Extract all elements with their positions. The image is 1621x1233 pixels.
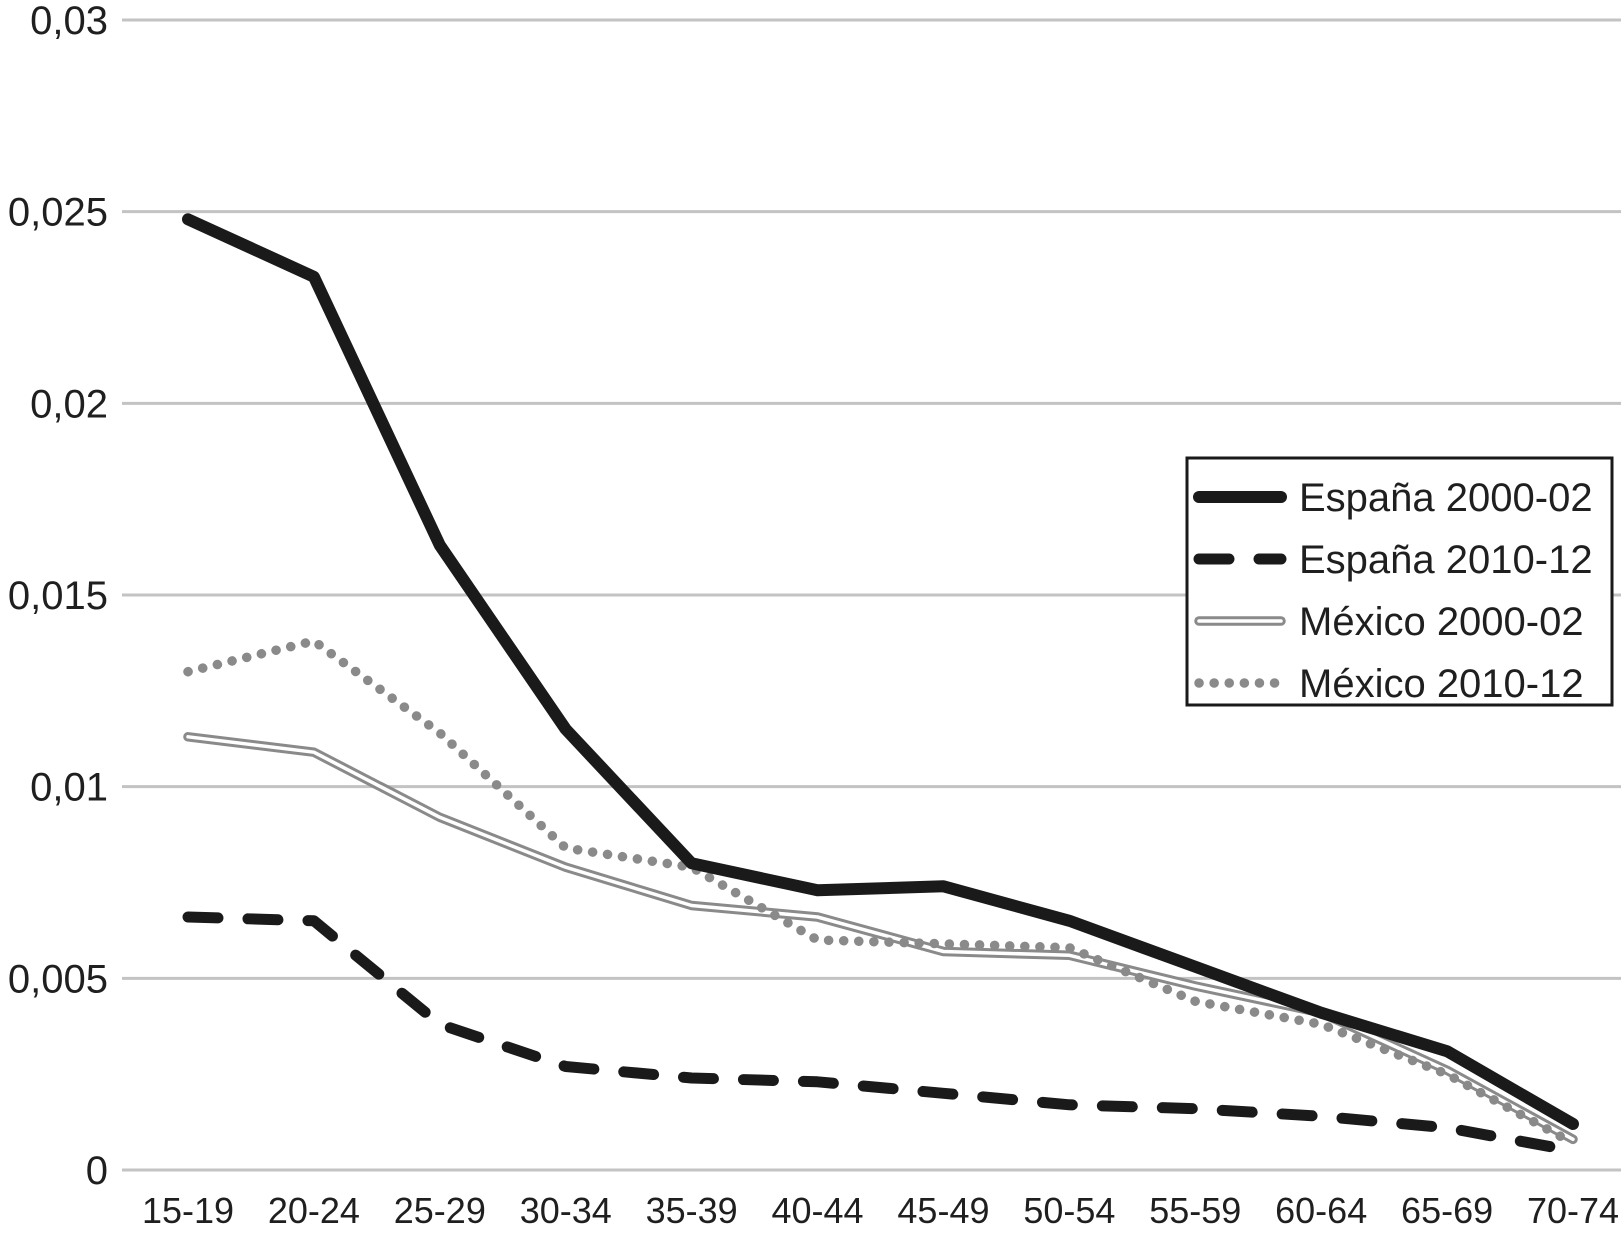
series-line-espana-2010-12 [182, 911, 1579, 1157]
legend-label-mexico-2000-02: México 2000-02 [1299, 600, 1584, 644]
legend-item-espana-2000-02: España 2000-02 [1193, 476, 1593, 520]
y-tick-label: 0,01 [30, 766, 108, 810]
legend-label-espana-2010-12: España 2010-12 [1299, 538, 1593, 582]
x-tick-label: 15-19 [142, 1190, 234, 1231]
legend-label-espana-2000-02: España 2000-02 [1299, 476, 1593, 520]
series-line-espana-2000-02 [182, 213, 1579, 1130]
x-tick-label: 70-74 [1527, 1190, 1619, 1231]
x-tick-label: 65-69 [1401, 1190, 1493, 1231]
series-line-mexico-2010-12 [183, 636, 1578, 1148]
x-tick-label: 30-34 [520, 1190, 612, 1231]
legend-item-espana-2010-12: España 2010-12 [1193, 538, 1593, 582]
x-tick-label: 60-64 [1275, 1190, 1367, 1231]
y-tick-label: 0 [86, 1149, 108, 1193]
y-tick-label: 0,03 [30, 0, 108, 43]
y-tick-label: 0,025 [8, 191, 108, 235]
x-tick-label: 35-39 [646, 1190, 738, 1231]
legend-item-mexico-2010-12: México 2010-12 [1194, 662, 1584, 706]
x-tick-label: 55-59 [1149, 1190, 1241, 1231]
x-tick-label: 25-29 [394, 1190, 486, 1231]
y-axis-labels: 0 0,005 0,01 0,015 0,02 0,025 0,03 [8, 0, 108, 1193]
x-tick-label: 20-24 [268, 1190, 360, 1231]
legend: España 2000-02 España 2010-12 México 2000-… [1185, 456, 1614, 707]
y-tick-label: 0,02 [30, 382, 108, 426]
y-tick-label: 0,015 [8, 574, 108, 618]
series-lines [182, 213, 1579, 1157]
y-tick-label: 0,005 [8, 957, 108, 1001]
legend-label-mexico-2010-12: México 2010-12 [1299, 662, 1584, 706]
x-axis-labels: 15-19 20-24 25-29 30-34 35-39 40-44 45-49 50-54… [142, 1190, 1619, 1231]
legend-item-mexico-2000-02: México 2000-02 [1194, 600, 1584, 644]
x-tick-label: 40-44 [772, 1190, 864, 1231]
series-line-mexico-2000-02 [183, 732, 1578, 1145]
x-tick-label: 45-49 [897, 1190, 989, 1231]
x-tick-label: 50-54 [1023, 1190, 1115, 1231]
